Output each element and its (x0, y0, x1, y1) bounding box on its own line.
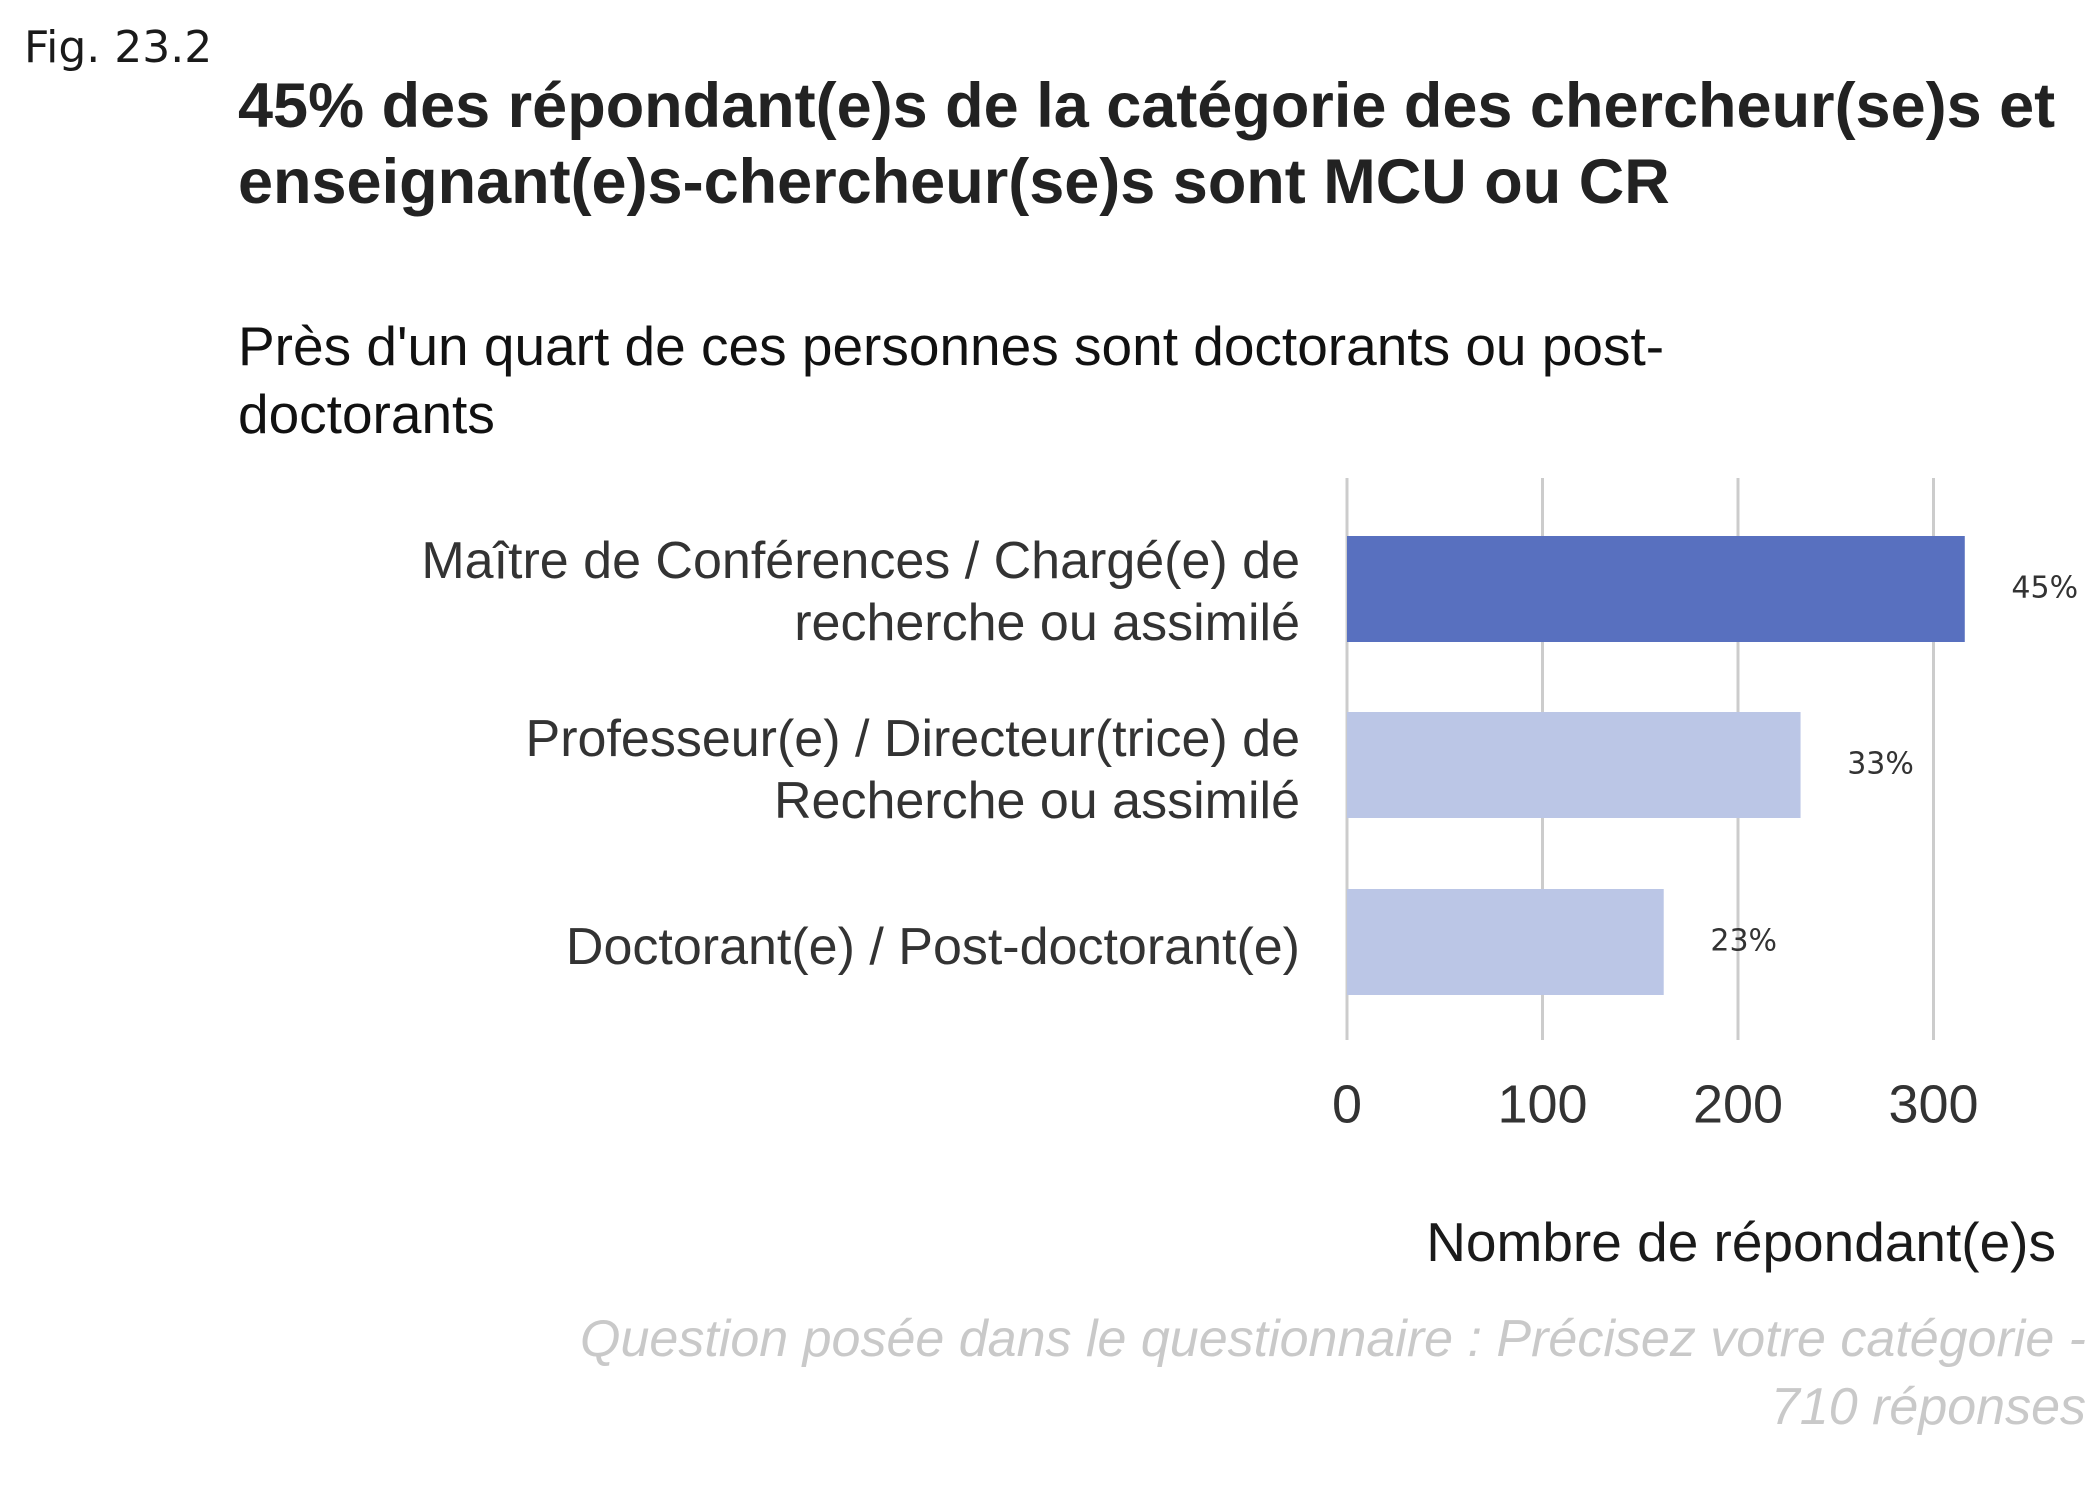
x-tick-label: 200 (1693, 1074, 1783, 1134)
category-label-line: Recherche ou assimilé (773, 772, 1300, 830)
category-label-line: Doctorant(e) / Post-doctorant(e) (565, 918, 1300, 976)
x-tick-label: 0 (1332, 1074, 1362, 1134)
question-caption: Question posée dans le questionnaire : P… (186, 1305, 2086, 1441)
bar-value-label: 45% (2011, 571, 2078, 606)
x-tick-label: 300 (1888, 1074, 1978, 1134)
category-label-line: recherche ou assimilé (794, 594, 1300, 652)
category-label-pr-dr: Professeur(e) / Directeur(trice) de Rech… (100, 708, 1300, 832)
bar (1347, 712, 1801, 818)
bars (1347, 536, 1965, 995)
caption-line: 710 réponses (1770, 1378, 2086, 1436)
bar (1347, 889, 1664, 995)
x-tick-labels: 0 100 200 300 (1332, 1074, 1979, 1134)
bar (1347, 536, 1965, 642)
figure-label: Fig. 23.2 (24, 22, 213, 73)
bar-value-label: 33% (1847, 747, 1914, 782)
category-label-mcu-cr: Maître de Conférences / Chargé(e) de rec… (100, 530, 1300, 654)
x-tick-label: 100 (1497, 1074, 1587, 1134)
value-labels: 45% 33% 23% (1710, 571, 2078, 959)
category-label-line: Professeur(e) / Directeur(trice) de (525, 710, 1300, 768)
category-label-doctorant: Doctorant(e) / Post-doctorant(e) (100, 916, 1300, 978)
x-axis-title: Nombre de répondant(e)s (1426, 1211, 2056, 1273)
chart-title: 45% des répondant(e)s de la catégorie de… (238, 71, 2056, 217)
bar-value-label: 23% (1710, 924, 1777, 959)
caption-line: Question posée dans le questionnaire : P… (580, 1310, 2086, 1368)
category-label-line: Maître de Conférences / Chargé(e) de (421, 532, 1300, 590)
chart-subtitle: Près d'un quart de ces personnes sont do… (238, 315, 1665, 445)
